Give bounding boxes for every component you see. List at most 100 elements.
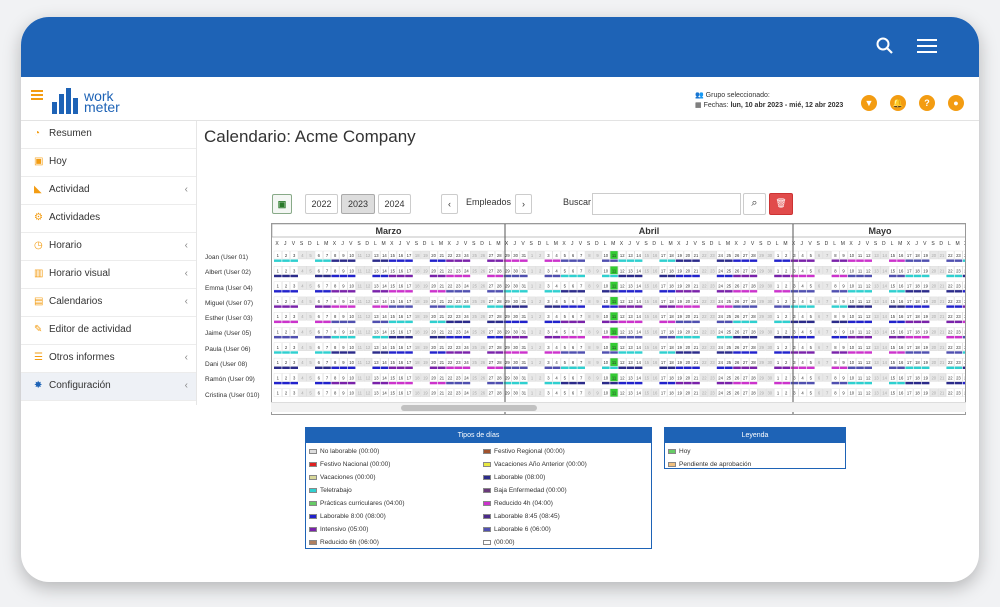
calendar-cell[interactable] xyxy=(323,327,331,336)
calendar-cell[interactable] xyxy=(692,281,700,290)
calendar-cell[interactable] xyxy=(741,388,750,397)
calendar-cell[interactable] xyxy=(733,250,741,260)
calendar-cell[interactable] xyxy=(347,312,356,321)
calendar-cell[interactable] xyxy=(380,373,389,382)
calendar-cell[interactable] xyxy=(642,357,651,367)
calendar-cell[interactable] xyxy=(683,357,692,367)
calendar-cell[interactable] xyxy=(347,266,356,275)
calendar-cell[interactable] xyxy=(282,250,290,260)
calendar-cell[interactable] xyxy=(880,312,889,321)
calendar-cell[interactable] xyxy=(675,250,684,260)
calendar-cell[interactable] xyxy=(724,312,733,321)
calendar-cell[interactable] xyxy=(519,357,528,367)
calendar-cell[interactable] xyxy=(470,327,479,336)
calendar-cell[interactable] xyxy=(765,312,774,321)
calendar-cell[interactable] xyxy=(798,266,807,275)
calendar-cell[interactable] xyxy=(798,357,807,367)
calendar-cell[interactable] xyxy=(872,281,881,290)
calendar-cell[interactable] xyxy=(733,327,741,336)
calendar-cell[interactable] xyxy=(478,250,487,260)
calendar-cell[interactable] xyxy=(528,312,536,321)
calendar-cell[interactable] xyxy=(847,388,856,397)
calendar-cell[interactable] xyxy=(388,250,397,260)
calendar-cell[interactable] xyxy=(659,266,668,275)
calendar-cell[interactable] xyxy=(323,342,331,351)
calendar-cell[interactable] xyxy=(806,266,815,275)
calendar-cell[interactable] xyxy=(372,250,381,260)
calendar-cell[interactable] xyxy=(938,250,946,260)
calendar-cell[interactable] xyxy=(642,342,651,351)
calendar-cell[interactable] xyxy=(897,250,905,260)
calendar-cell[interactable] xyxy=(667,342,676,351)
calendar-cell[interactable] xyxy=(314,312,323,321)
calendar-cell[interactable] xyxy=(536,312,545,321)
calendar-cell[interactable] xyxy=(675,373,684,382)
calendar-cell[interactable] xyxy=(560,373,569,382)
calendar-cell[interactable] xyxy=(405,373,413,382)
calendar-cell[interactable] xyxy=(798,373,807,382)
calendar-cell[interactable] xyxy=(478,296,487,306)
calendar-cell[interactable] xyxy=(716,357,725,367)
calendar-cell[interactable] xyxy=(683,296,692,306)
calendar-cell[interactable] xyxy=(651,250,659,260)
calendar-cell[interactable] xyxy=(282,266,290,275)
calendar-cell[interactable] xyxy=(347,281,356,290)
calendar-cell[interactable] xyxy=(610,342,618,351)
calendar-cell[interactable] xyxy=(380,357,389,367)
calendar-cell[interactable] xyxy=(560,312,569,321)
calendar-cell[interactable] xyxy=(429,312,438,321)
year-2023-button[interactable]: 2023 xyxy=(341,194,375,214)
calendar-cell[interactable] xyxy=(938,373,946,382)
calendar-cell[interactable] xyxy=(667,357,676,367)
calendar-cell[interactable] xyxy=(897,342,905,351)
calendar-cell[interactable] xyxy=(536,373,545,382)
calendar-cell[interactable] xyxy=(774,327,782,336)
calendar-cell[interactable] xyxy=(733,342,741,351)
calendar-cell[interactable] xyxy=(487,388,495,397)
calendar-cell[interactable] xyxy=(413,296,422,306)
calendar-cell[interactable] xyxy=(765,388,774,397)
calendar-cell[interactable] xyxy=(888,281,897,290)
calendar-cell[interactable] xyxy=(470,357,479,367)
calendar-cell[interactable] xyxy=(634,281,643,290)
filter-icon[interactable]: ▼ xyxy=(861,95,877,111)
calendar-cell[interactable] xyxy=(741,281,750,290)
calendar-cell[interactable] xyxy=(380,327,389,336)
calendar-cell[interactable] xyxy=(962,296,966,306)
calendar-cell[interactable] xyxy=(905,357,914,367)
calendar-cell[interactable] xyxy=(306,327,315,336)
calendar-cell[interactable] xyxy=(938,342,946,351)
calendar-cell[interactable] xyxy=(864,296,873,306)
calendar-cell[interactable] xyxy=(683,342,692,351)
calendar-cell[interactable] xyxy=(856,373,864,382)
calendar-cell[interactable] xyxy=(888,266,897,275)
calendar-cell[interactable] xyxy=(921,250,930,260)
calendar-cell[interactable] xyxy=(462,357,471,367)
calendar-cell[interactable] xyxy=(659,296,668,306)
sidebar-item-resumen[interactable]: ◔ Resumen xyxy=(21,121,196,149)
calendar-cell[interactable] xyxy=(749,312,758,321)
calendar-cell[interactable] xyxy=(282,388,290,397)
calendar-cell[interactable] xyxy=(462,266,471,275)
calendar-cell[interactable] xyxy=(470,312,479,321)
calendar-cell[interactable] xyxy=(536,281,545,290)
calendar-cell[interactable] xyxy=(905,250,914,260)
calendar-cell[interactable] xyxy=(798,327,807,336)
calendar-cell[interactable] xyxy=(905,266,914,275)
calendar-cell[interactable] xyxy=(913,342,922,351)
calendar-cell[interactable] xyxy=(897,281,905,290)
calendar-cell[interactable] xyxy=(847,357,856,367)
calendar-cell[interactable] xyxy=(749,373,758,382)
calendar-cell[interactable] xyxy=(790,388,799,397)
calendar-cell[interactable] xyxy=(601,388,610,397)
calendar-cell[interactable] xyxy=(528,357,536,367)
calendar-cell[interactable] xyxy=(306,296,315,306)
calendar-cell[interactable] xyxy=(364,373,372,382)
calendar-cell[interactable] xyxy=(667,327,676,336)
calendar-cell[interactable] xyxy=(815,388,823,397)
calendar-cell[interactable] xyxy=(560,357,569,367)
calendar-cell[interactable] xyxy=(495,250,504,260)
calendar-cell[interactable] xyxy=(962,281,966,290)
calendar-cell[interactable] xyxy=(544,250,553,260)
calendar-cell[interactable] xyxy=(888,357,897,367)
